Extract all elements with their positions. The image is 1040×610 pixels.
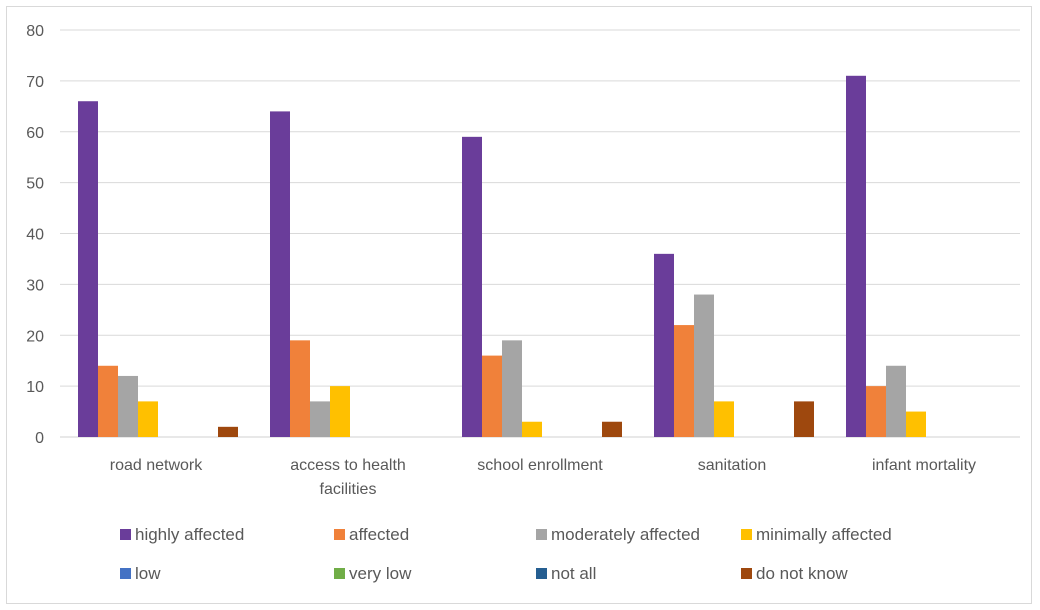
y-tick-label: 50 bbox=[26, 176, 44, 193]
legend-swatch-not-all bbox=[536, 568, 547, 579]
legend-swatch-moderately-affected bbox=[536, 529, 547, 540]
x-tick-label: school enrollment bbox=[477, 457, 603, 474]
legend-label: moderately affected bbox=[551, 525, 700, 544]
legend-label: highly affected bbox=[135, 525, 244, 544]
y-tick-label: 60 bbox=[26, 125, 44, 142]
y-tick-label: 80 bbox=[26, 23, 44, 40]
bar-moderately-affected bbox=[886, 365, 906, 437]
y-tick-label: 30 bbox=[26, 277, 44, 294]
bar-affected bbox=[482, 355, 502, 437]
legend-swatch-highly-affected bbox=[120, 529, 131, 540]
bar-moderately-affected bbox=[118, 375, 138, 437]
legend-label: do not know bbox=[756, 564, 848, 583]
legend-swatch-minimally-affected bbox=[741, 529, 752, 540]
y-tick-label: 40 bbox=[26, 227, 44, 244]
legend-swatch-very-low bbox=[334, 568, 345, 579]
bar-affected bbox=[290, 340, 310, 437]
bar-affected bbox=[866, 386, 886, 437]
legend-swatch-do-not-know bbox=[741, 568, 752, 579]
bar-minimally-affected bbox=[714, 401, 734, 437]
legend-label: affected bbox=[349, 525, 409, 544]
x-tick-label: sanitation bbox=[698, 457, 767, 474]
bar-do-not-know bbox=[794, 401, 814, 437]
bar-do-not-know bbox=[602, 421, 622, 437]
legend-label: minimally affected bbox=[756, 525, 892, 544]
y-tick-label: 70 bbox=[26, 74, 44, 91]
bar-highly-affected bbox=[270, 111, 290, 438]
y-tick-label: 0 bbox=[35, 430, 44, 447]
bar-moderately-affected bbox=[694, 294, 714, 437]
bar-minimally-affected bbox=[138, 401, 158, 437]
bar-minimally-affected bbox=[522, 421, 542, 437]
y-tick-label: 10 bbox=[26, 379, 44, 396]
x-tick-label: facilities bbox=[320, 481, 377, 498]
bar-affected bbox=[98, 365, 118, 437]
x-tick-label: infant mortality bbox=[872, 457, 976, 474]
x-tick-label: access to health bbox=[290, 457, 406, 474]
legend-swatch-affected bbox=[334, 529, 345, 540]
bar-do-not-know bbox=[218, 426, 238, 437]
legend-label: not all bbox=[551, 564, 596, 583]
bar-minimally-affected bbox=[330, 386, 350, 437]
bar-minimally-affected bbox=[906, 411, 926, 437]
bar-highly-affected bbox=[654, 253, 674, 437]
bar-moderately-affected bbox=[502, 340, 522, 437]
legend-label: low bbox=[135, 564, 161, 583]
bar-moderately-affected bbox=[310, 401, 330, 437]
x-tick-label: road network bbox=[110, 457, 203, 474]
bar-highly-affected bbox=[846, 75, 866, 437]
legend-label: very low bbox=[349, 564, 412, 583]
bar-highly-affected bbox=[462, 136, 482, 437]
legend-swatch-low bbox=[120, 568, 131, 579]
y-tick-label: 20 bbox=[26, 328, 44, 345]
bar-affected bbox=[674, 325, 694, 437]
bar-highly-affected bbox=[78, 101, 98, 437]
